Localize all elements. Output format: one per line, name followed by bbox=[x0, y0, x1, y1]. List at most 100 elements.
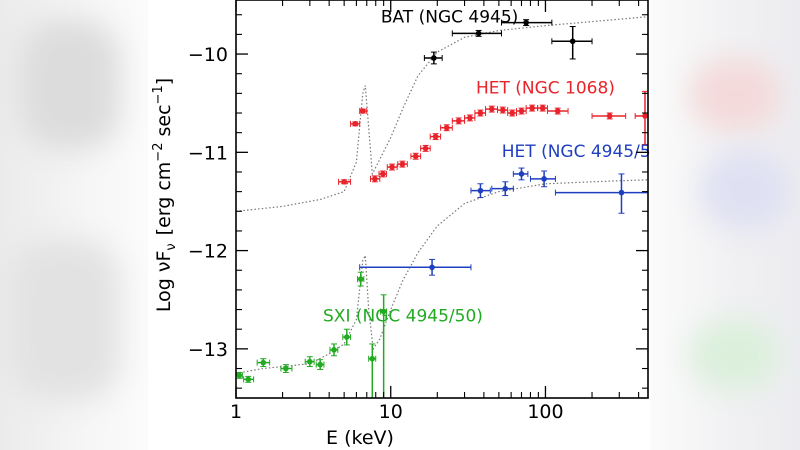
blur-shape bbox=[10, 240, 120, 400]
data-marker bbox=[518, 171, 525, 177]
data-point bbox=[554, 173, 649, 214]
data-marker bbox=[317, 361, 323, 368]
data-point bbox=[423, 51, 443, 65]
data-marker bbox=[412, 153, 419, 160]
data-point bbox=[501, 19, 553, 27]
data-point bbox=[470, 183, 491, 199]
spectrum-chart: BAT (NGC 4945) HET (NGC 1068) HET (NGC 494… bbox=[151, 0, 650, 449]
series-het-ngc-1068 bbox=[338, 90, 649, 185]
data-marker bbox=[467, 115, 473, 121]
data-point bbox=[280, 364, 293, 373]
x-tick-label: 100 bbox=[527, 401, 563, 423]
data-point bbox=[338, 178, 352, 185]
data-marker bbox=[529, 105, 535, 111]
blur-shape bbox=[700, 150, 790, 230]
data-marker bbox=[380, 171, 386, 177]
data-point bbox=[525, 104, 539, 112]
data-marker bbox=[523, 19, 529, 26]
data-point bbox=[537, 104, 548, 112]
data-marker bbox=[389, 164, 395, 170]
data-point bbox=[386, 163, 398, 171]
data-marker bbox=[569, 38, 576, 45]
y-tick-label: −10 bbox=[188, 44, 228, 66]
y-label-base: Log νF bbox=[153, 251, 175, 313]
data-point bbox=[634, 90, 649, 145]
right-margin-background bbox=[650, 0, 800, 450]
series-het-ngc-4945-50 bbox=[359, 167, 649, 276]
y-label-mid: sec bbox=[153, 104, 175, 142]
data-marker bbox=[606, 113, 613, 119]
data-point bbox=[357, 271, 365, 287]
data-marker bbox=[475, 30, 482, 37]
data-marker bbox=[432, 133, 439, 140]
data-marker bbox=[422, 145, 429, 152]
model-curve bbox=[235, 179, 649, 374]
data-marker bbox=[331, 347, 337, 353]
data-marker bbox=[380, 308, 387, 315]
y-tick-label: −12 bbox=[188, 241, 228, 263]
data-marker bbox=[539, 105, 546, 111]
series-label: HET (NGC 4945/50) bbox=[502, 142, 650, 162]
data-point bbox=[350, 120, 361, 127]
data-point bbox=[329, 343, 339, 357]
data-point bbox=[516, 107, 527, 115]
y-label-sup1: −2 bbox=[151, 143, 166, 162]
data-marker bbox=[369, 355, 376, 362]
data-point bbox=[315, 359, 325, 371]
data-marker bbox=[642, 113, 648, 119]
data-point bbox=[369, 175, 381, 183]
data-marker bbox=[399, 161, 406, 167]
data-point bbox=[440, 124, 453, 132]
data-marker bbox=[541, 176, 547, 182]
data-point bbox=[378, 170, 388, 178]
series-bat-ngc-4945 bbox=[423, 19, 593, 65]
data-point bbox=[256, 358, 271, 368]
y-axis-label: Log νFν [erg cm−2 sec−1] bbox=[151, 78, 179, 312]
plot-frame bbox=[235, 0, 649, 399]
x-axis-label: E (keV) bbox=[326, 427, 394, 449]
data-marker bbox=[343, 334, 350, 340]
data-marker bbox=[618, 189, 625, 196]
axes: 1 10 100 −10 −11 −12 −13 bbox=[188, 0, 649, 423]
data-point bbox=[474, 109, 487, 117]
data-marker bbox=[499, 107, 506, 113]
data-point bbox=[485, 105, 499, 113]
data-marker bbox=[372, 176, 378, 182]
data-marker bbox=[502, 185, 509, 192]
blur-shape bbox=[690, 320, 780, 390]
y-label-bracket: [erg cm bbox=[153, 162, 175, 236]
series-labels: BAT (NGC 4945) HET (NGC 1068) HET (NGC 494… bbox=[323, 8, 650, 327]
data-point bbox=[591, 112, 627, 120]
data-marker bbox=[357, 276, 364, 282]
data-marker bbox=[245, 376, 252, 383]
data-marker bbox=[554, 108, 561, 114]
data-marker bbox=[307, 358, 313, 365]
data-marker bbox=[518, 108, 525, 114]
data-point bbox=[304, 356, 315, 368]
series-label: BAT (NGC 4945) bbox=[381, 8, 518, 28]
data-marker bbox=[509, 110, 516, 116]
y-label-close: ] bbox=[153, 78, 175, 85]
data-point bbox=[512, 167, 529, 181]
data-point bbox=[410, 152, 422, 160]
data-marker bbox=[455, 118, 462, 124]
data-marker bbox=[283, 365, 289, 372]
data-marker bbox=[429, 264, 435, 271]
x-tick-label: 10 bbox=[379, 401, 403, 423]
data-series bbox=[235, 19, 649, 399]
y-label-sup2: −1 bbox=[151, 85, 166, 104]
model-curves bbox=[235, 16, 649, 374]
data-point bbox=[464, 114, 476, 122]
data-point bbox=[546, 107, 569, 115]
data-point bbox=[491, 181, 514, 197]
y-tick-label: −11 bbox=[188, 142, 228, 164]
data-marker bbox=[260, 359, 267, 366]
x-tick-label: 1 bbox=[230, 401, 242, 423]
data-point bbox=[368, 343, 377, 399]
data-marker bbox=[477, 110, 484, 116]
model-curve bbox=[235, 16, 649, 212]
data-point bbox=[243, 375, 255, 383]
blur-shape bbox=[20, 20, 120, 150]
data-marker bbox=[360, 108, 366, 114]
series-label: HET (NGC 1068) bbox=[476, 78, 615, 98]
